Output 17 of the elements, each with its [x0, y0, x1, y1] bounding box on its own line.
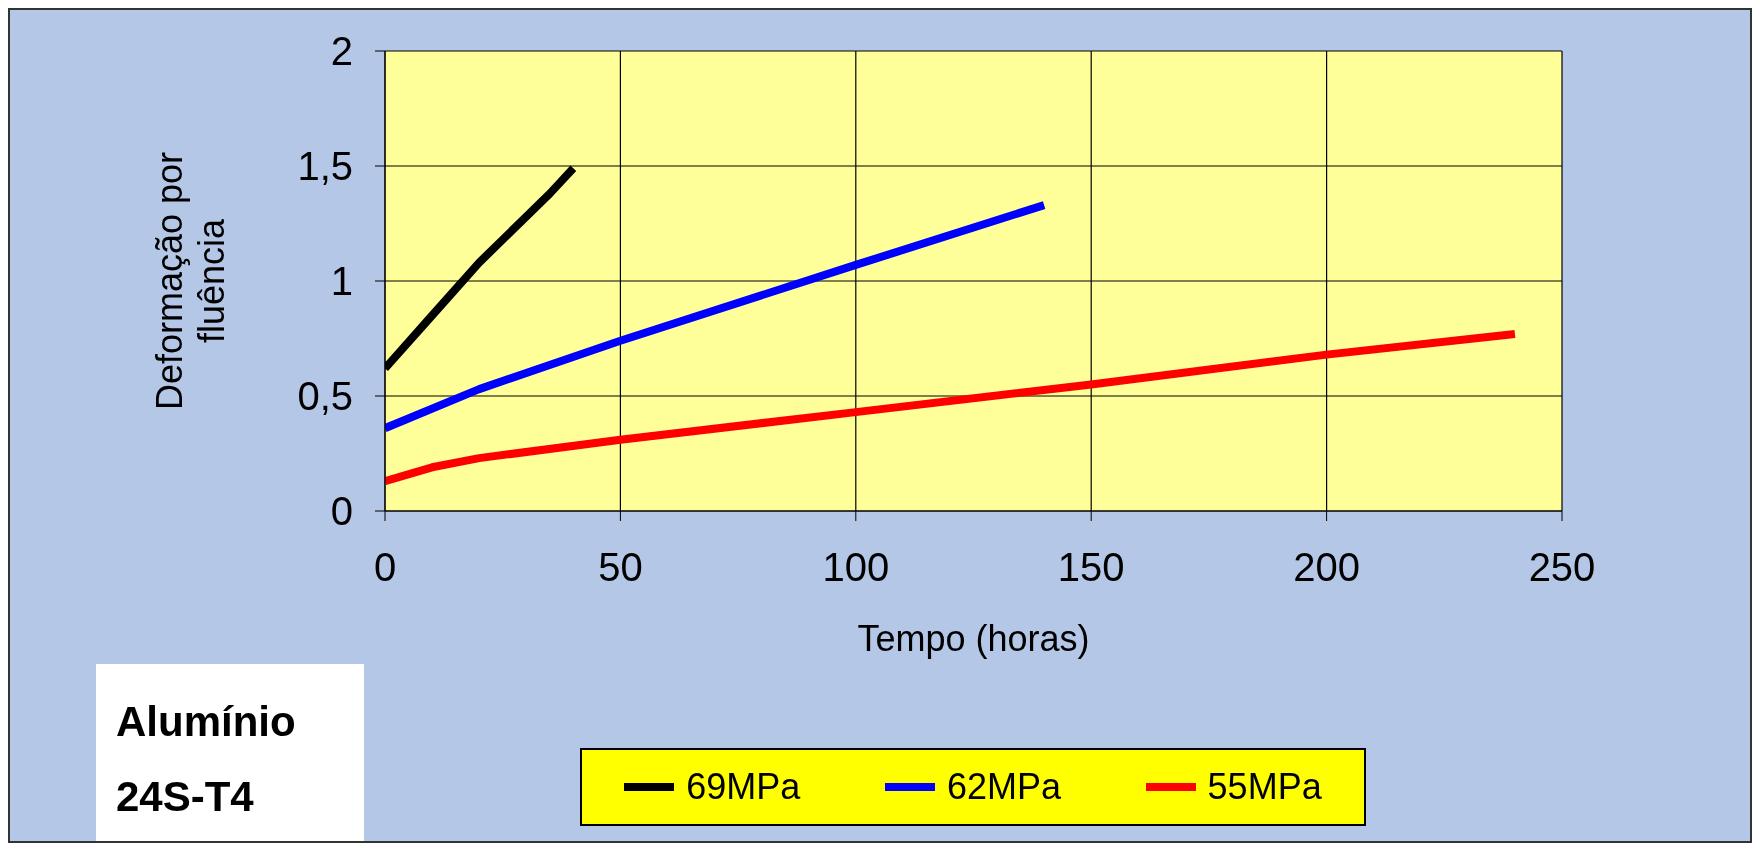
legend-label: 69MPa: [685, 766, 801, 808]
legend-label: 62MPa: [945, 766, 1062, 808]
y-axis-title: Deformação por fluência: [149, 151, 232, 411]
x-tick-label: 0: [373, 545, 397, 590]
legend-label: 55MPa: [1206, 766, 1322, 808]
x-tick-label: 150: [1057, 545, 1125, 590]
x-tick-label: 250: [1528, 545, 1596, 590]
y-tick-label: 2: [330, 29, 353, 74]
text: Alumínio 24S-T4: [96, 664, 364, 841]
y-tick-label: 0: [330, 489, 353, 534]
x-tick-label: 100: [822, 545, 890, 590]
y-tick-label: 1,5: [297, 144, 353, 189]
x-axis-title: Tempo (horas): [857, 618, 1090, 659]
x-tick-label: 50: [598, 545, 643, 590]
y-tick-label: 0,5: [297, 374, 353, 419]
x-tick-label: 200: [1293, 545, 1360, 590]
y-tick-label: 1: [330, 259, 353, 304]
